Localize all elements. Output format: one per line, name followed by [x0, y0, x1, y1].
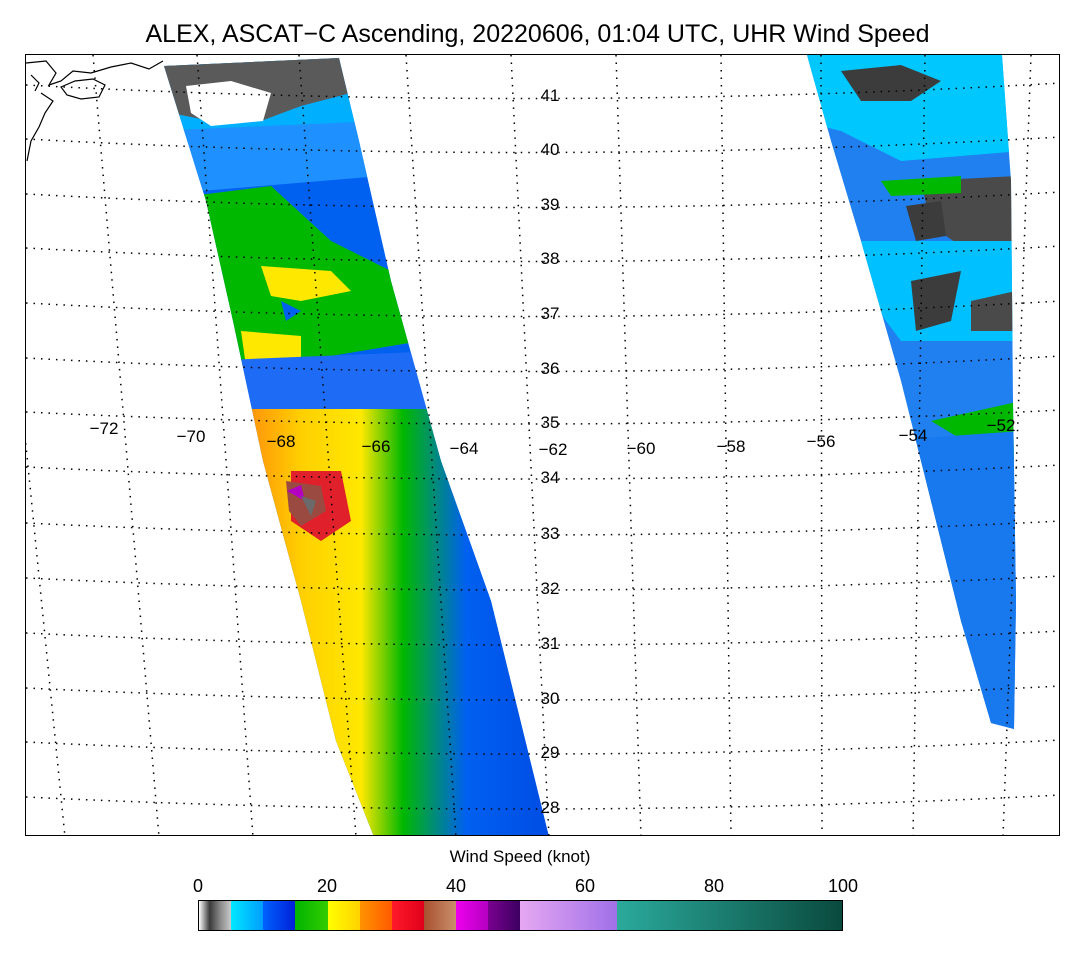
longitude-line — [1002, 55, 1032, 835]
colorbar-tick-label: 40 — [445, 876, 467, 896]
latitude-label: 31 — [541, 634, 560, 653]
latitude-label: 30 — [541, 689, 560, 708]
longitude-label: −58 — [717, 437, 746, 456]
longitude-line — [405, 55, 457, 835]
map-panel: 41 40 39 38 37 36 35 34 33 32 31 30 29 28 −72 −70 −68 −6… — [25, 54, 1060, 836]
longitude-line — [196, 55, 254, 835]
colorbar-segment — [488, 901, 521, 930]
latitude-line — [26, 575, 1059, 591]
latitude-label: 32 — [541, 579, 560, 598]
colorbar-tick-label: 20 — [316, 876, 338, 896]
latitude-line — [26, 464, 1059, 480]
longitude-line — [26, 438, 66, 835]
colorbar-segment — [520, 901, 617, 930]
longitude-line — [92, 55, 160, 835]
latitude-label: 37 — [541, 304, 560, 323]
longitude-line — [615, 55, 642, 835]
latitude-line — [26, 300, 1059, 318]
longitude-line — [720, 55, 732, 835]
longitude-line — [912, 55, 926, 835]
wind-speed-map: 41 40 39 38 37 36 35 34 33 32 31 30 29 28 −72 −70 −68 −6… — [26, 55, 1059, 835]
colorbar-segment — [359, 901, 392, 930]
latitude-line — [26, 630, 1059, 646]
longitude-line — [510, 55, 550, 835]
latitude-label: 40 — [541, 140, 560, 159]
graticule — [26, 55, 1059, 835]
latitude-line — [26, 685, 1059, 701]
longitude-label: −66 — [362, 437, 391, 456]
colorbar-tick-label: 60 — [574, 876, 596, 896]
latitude-line — [26, 191, 1059, 209]
longitude-label: −72 — [90, 419, 119, 438]
longitude-labels: −72 −70 −68 −66 −64 −62 −60 −58 −56 −54 −52 — [90, 416, 1016, 459]
longitude-label: −70 — [177, 427, 206, 446]
colorbar — [198, 900, 843, 931]
longitude-label: −68 — [267, 432, 296, 451]
latitude-line — [26, 82, 1059, 100]
swath-east — [807, 55, 1016, 729]
colorbar-tick-label: 100 — [827, 876, 859, 896]
colorbar-segment — [295, 901, 328, 930]
colorbar-segment — [616, 901, 842, 930]
latitude-label: 36 — [541, 359, 560, 378]
longitude-label: −56 — [807, 432, 836, 451]
latitude-label: 35 — [541, 413, 560, 432]
latitude-label: 33 — [541, 524, 560, 543]
page-title: ALEX, ASCAT−C Ascending, 20220606, 01:04… — [145, 20, 930, 48]
longitude-label: −64 — [450, 439, 479, 458]
latitude-line — [26, 355, 1059, 373]
colorbar-segment — [231, 901, 264, 930]
latitude-label: 28 — [541, 798, 560, 817]
longitude-label: −52 — [987, 416, 1016, 435]
latitude-labels: 41 40 39 38 37 36 35 34 33 32 31 30 29 28 — [541, 86, 560, 817]
colorbar-label: Wind Speed (knot) — [449, 847, 591, 866]
latitude-line — [26, 245, 1059, 263]
colorbar-tick-label: 0 — [192, 876, 204, 896]
latitude-label: 38 — [541, 249, 560, 268]
latitude-line — [26, 794, 1059, 810]
longitude-label: −54 — [899, 426, 928, 445]
colorbar-segment — [263, 901, 296, 930]
longitude-line — [820, 55, 823, 835]
colorbar-segment — [391, 901, 424, 930]
colorbar-segment — [327, 901, 360, 930]
colorbar-segment — [199, 901, 232, 930]
longitude-label: −60 — [627, 439, 656, 458]
latitude-label: 34 — [541, 468, 560, 487]
longitude-label: −62 — [539, 440, 568, 459]
longitude-line — [298, 55, 357, 835]
latitude-line — [26, 520, 1059, 536]
colorbar-segment — [456, 901, 489, 930]
latitude-line — [26, 136, 1059, 154]
latitude-label: 41 — [541, 86, 560, 105]
latitude-label: 29 — [541, 743, 560, 762]
latitude-line — [26, 409, 1059, 425]
latitude-line — [26, 739, 1059, 755]
colorbar-tick-label: 80 — [703, 876, 725, 896]
colorbar-segment — [423, 901, 457, 930]
coastline — [26, 60, 164, 162]
latitude-label: 39 — [541, 195, 560, 214]
